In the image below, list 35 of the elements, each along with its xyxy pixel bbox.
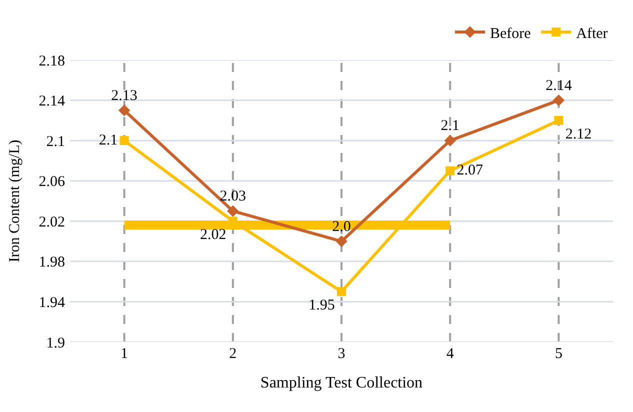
y-tick-label: 2.14: [38, 94, 66, 110]
legend-label: Before: [490, 26, 532, 42]
y-axis-title: Iron Content (mg/L): [7, 140, 23, 262]
data-label: 2.13: [111, 88, 138, 104]
y-tick-label: 1.9: [46, 335, 65, 352]
data-label: 2.07: [456, 162, 484, 179]
data-label: 2.02: [200, 227, 226, 244]
point: [554, 116, 564, 125]
data-label: 2.14: [546, 78, 572, 94]
point: [336, 235, 348, 248]
x-axis-title: Sampling Test Collection: [260, 374, 423, 392]
legend-label: After: [576, 26, 608, 42]
x-tick-label: 3: [338, 346, 346, 362]
point: [552, 94, 565, 106]
x-tick-label: 1: [120, 346, 128, 362]
point: [120, 136, 129, 146]
point: [118, 104, 130, 116]
point: [227, 205, 239, 217]
x-tick-label: 2: [229, 346, 237, 362]
data-label: 2.1: [440, 118, 460, 134]
x-tick-label: 5: [554, 346, 562, 362]
y-tick-label: 2.02: [38, 214, 65, 230]
data-label: 1.95: [308, 298, 335, 314]
data-label: 2.12: [565, 126, 592, 142]
point: [337, 287, 346, 296]
y-tick-label: 1.94: [38, 294, 66, 311]
y-tick-label: 1.98: [38, 254, 65, 271]
data-label: 2.1: [98, 132, 118, 148]
point: [444, 134, 456, 146]
x-tick-label: 4: [446, 346, 454, 362]
y-tick-label: 2.18: [38, 53, 65, 70]
y-tick-label: 2.06: [38, 174, 66, 190]
y-tick-label: 2.1: [46, 134, 65, 150]
point: [446, 166, 455, 176]
data-label: 2.03: [220, 188, 246, 205]
